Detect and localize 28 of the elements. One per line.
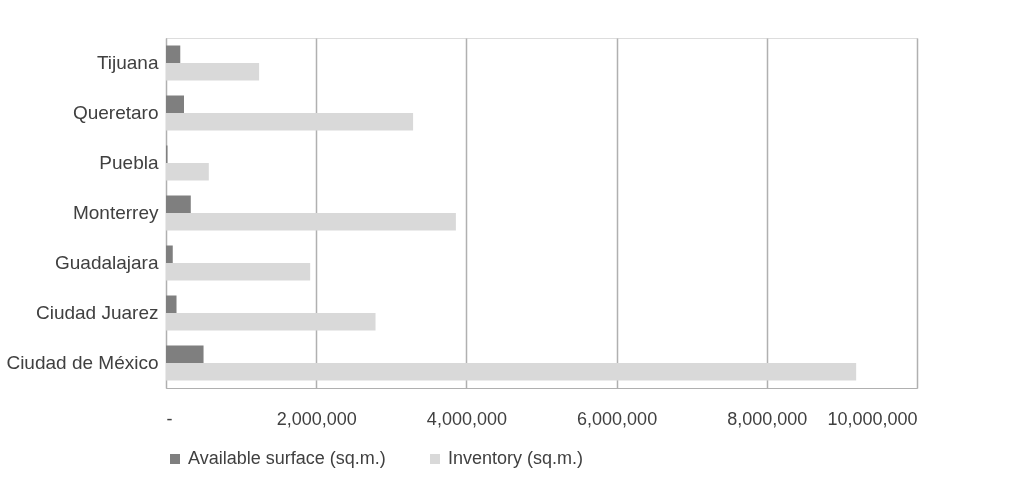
bar [166,345,204,363]
y-tick-label: Ciudad Juarez [35,302,159,323]
bar [166,213,456,231]
bar [166,245,173,263]
legend-label: Available surface (sq.m.) [188,448,386,468]
x-tick-label: 8,000,000 [727,408,808,429]
bar [166,363,857,381]
x-tick-label: 6,000,000 [577,408,658,429]
bar [166,295,177,313]
x-tick-label: - [166,408,173,429]
bar [166,95,185,113]
y-tick-label: Queretaro [72,102,159,123]
x-tick-label: 4,000,000 [426,408,507,429]
bar [166,163,209,181]
bar [166,313,376,331]
y-tick-label: Ciudad de México [6,352,159,373]
bar [166,63,260,81]
y-tick-label: Tijuana [96,52,159,73]
legend-label: Inventory (sq.m.) [448,448,584,468]
x-tick-label: 10,000,000 [827,408,918,429]
bar [166,113,414,131]
y-tick-label: Guadalajara [54,252,159,273]
x-tick-label: 2,000,000 [276,408,357,429]
y-tick-label: Puebla [99,152,159,173]
y-tick-label: Monterrey [72,202,159,223]
bar [166,195,191,213]
bar [166,45,181,63]
bar [166,263,311,281]
